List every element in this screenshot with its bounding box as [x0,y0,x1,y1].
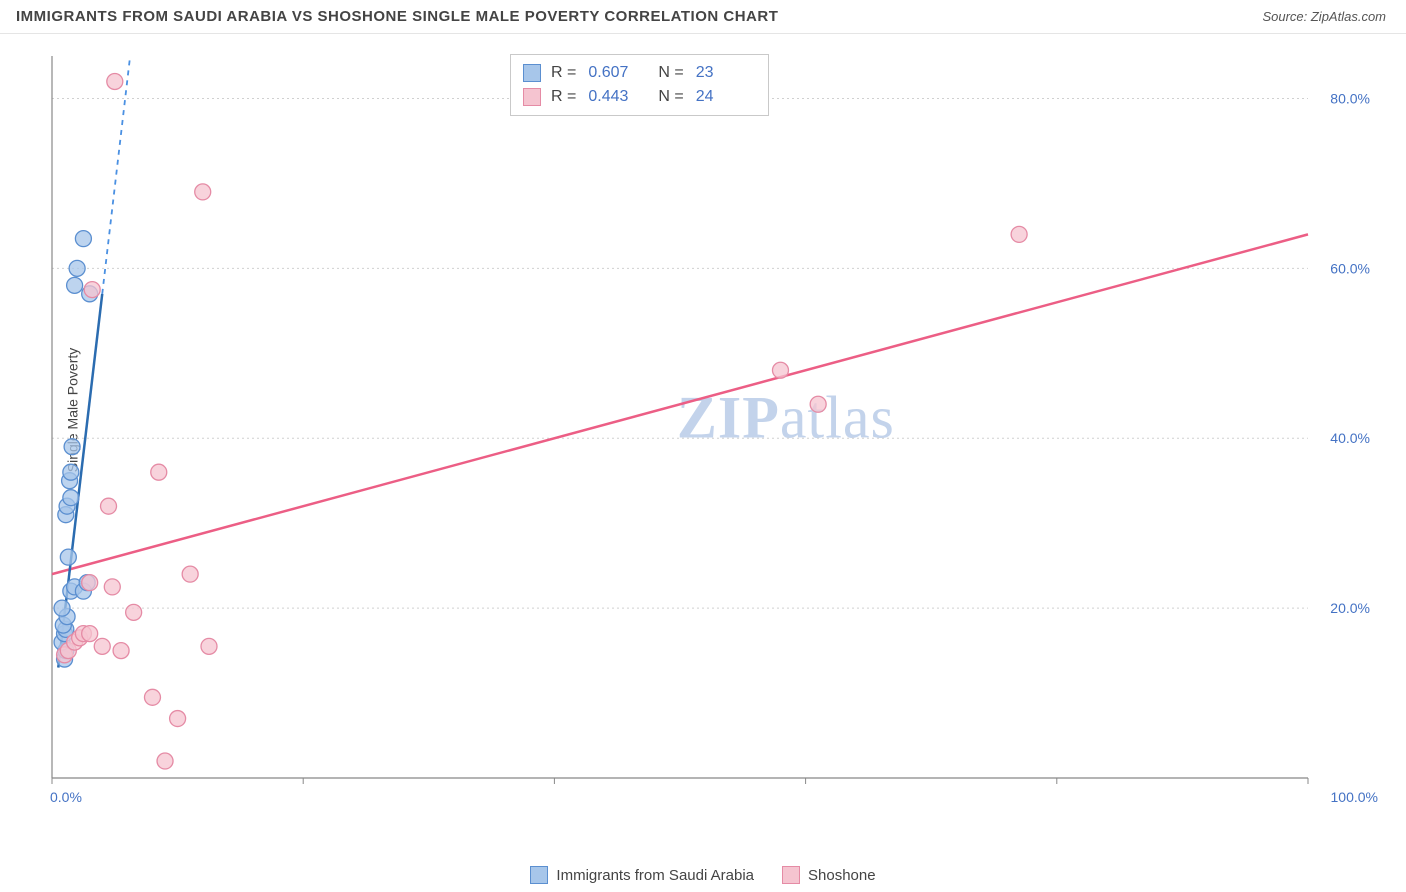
chart-title: IMMIGRANTS FROM SAUDI ARABIA VS SHOSHONE… [16,8,778,25]
series-legend: Immigrants from Saudi Arabia Shoshone [0,866,1406,884]
source-label: Source: ZipAtlas.com [1262,9,1386,24]
r-value-1: 0.607 [588,61,648,85]
legend-label-2: Shoshone [808,867,876,884]
legend-item-1: Immigrants from Saudi Arabia [530,866,754,884]
r-value-2: 0.443 [588,85,648,109]
legend-swatch-bottom-1 [530,866,548,884]
svg-text:20.0%: 20.0% [1330,600,1370,616]
r-label: R = [551,85,576,109]
legend-label-1: Immigrants from Saudi Arabia [556,867,754,884]
legend-swatch-1 [523,64,541,82]
legend-swatch-2 [523,88,541,106]
svg-text:40.0%: 40.0% [1330,430,1370,446]
svg-text:60.0%: 60.0% [1330,260,1370,276]
svg-text:100.0%: 100.0% [1331,789,1378,805]
n-value-1: 23 [696,61,756,85]
plot-area: ZIPatlas 20.0%40.0%60.0%80.0%0.0%100.0% … [50,48,1388,818]
svg-text:0.0%: 0.0% [50,789,82,805]
legend-item-2: Shoshone [782,866,876,884]
legend-swatch-bottom-2 [782,866,800,884]
chart-container: IMMIGRANTS FROM SAUDI ARABIA VS SHOSHONE… [0,0,1406,892]
scatter-plot-svg: 20.0% 40.0% 60.0% 80.0% 0.0% 100.0% [50,48,1388,818]
legend-row-series-1: R = 0.607 N = 23 [523,61,756,85]
n-value-2: 24 [696,85,756,109]
n-label: N = [658,61,683,85]
n-label: N = [658,85,683,109]
title-bar: IMMIGRANTS FROM SAUDI ARABIA VS SHOSHONE… [0,0,1406,34]
r-label: R = [551,61,576,85]
svg-text:80.0%: 80.0% [1330,90,1370,106]
correlation-legend: R = 0.607 N = 23 R = 0.443 N = 24 [510,54,769,116]
legend-row-series-2: R = 0.443 N = 24 [523,85,756,109]
